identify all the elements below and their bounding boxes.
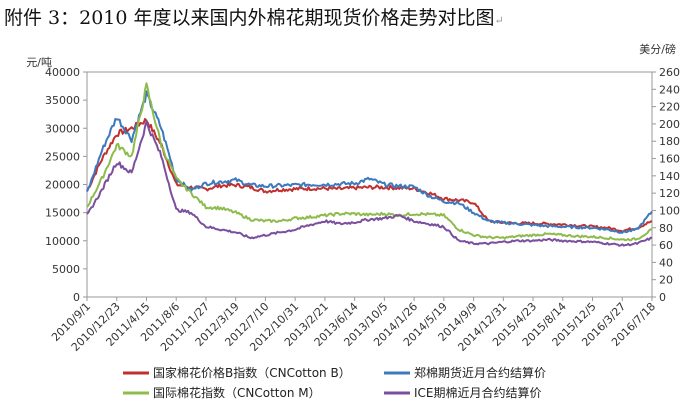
y2-axis-unit: 美分/磅 xyxy=(639,42,676,56)
legend-label-4: ICE期棉近月合约结算价 xyxy=(414,385,542,400)
legend-label-1: 国家棉花价格B指数（CNCotton B） xyxy=(153,365,351,380)
y2-tick-label: 220 xyxy=(659,101,680,114)
y2-axis: 0 20 40 60 80 100 120 140 160 180 200 220 240 260 xyxy=(652,66,680,304)
y-tick-label: 15000 xyxy=(45,207,80,220)
y2-tick-label: 20 xyxy=(659,274,673,287)
plot-area xyxy=(86,71,653,298)
series-line-3 xyxy=(86,82,653,242)
series-line-4 xyxy=(86,120,653,247)
y2-tick-label: 100 xyxy=(659,204,680,217)
legend-label-2: 郑棉期货近月合约结算价 xyxy=(414,365,546,380)
y-tick-label: 5000 xyxy=(52,263,80,276)
y2-tick-label: 260 xyxy=(659,66,680,79)
y2-tick-label: 40 xyxy=(659,256,673,269)
series-line-2 xyxy=(86,90,653,234)
y-tick-label: 20000 xyxy=(45,179,80,192)
y-tick-label: 10000 xyxy=(45,235,80,248)
y2-tick-label: 60 xyxy=(659,239,673,252)
y-axis: 0 5000 10000 15000 20000 25000 30000 35000 40000 xyxy=(45,66,87,304)
y-tick-label: 40000 xyxy=(45,66,80,79)
y2-tick-label: 80 xyxy=(659,222,673,235)
title-text: 附件 3：2010 年度以来国内外棉花期现货价格走势对比图 xyxy=(4,7,495,29)
legend-label-3: 国际棉花指数（CNCotton M） xyxy=(153,385,321,400)
y-axis-unit: 元/吨 xyxy=(26,56,52,69)
page-title: 附件 3：2010 年度以来国内外棉花期现货价格走势对比图↵ xyxy=(4,3,504,30)
y2-tick-label: 0 xyxy=(659,291,666,304)
y2-tick-label: 160 xyxy=(659,153,680,166)
y-tick-label: 0 xyxy=(73,291,80,304)
y2-tick-label: 240 xyxy=(659,83,680,96)
y2-tick-label: 180 xyxy=(659,135,680,148)
y2-tick-label: 120 xyxy=(659,187,680,200)
y-tick-label: 30000 xyxy=(45,122,80,135)
y-tick-label: 35000 xyxy=(45,94,80,107)
x-axis: 2010/9/12010/12/232011/4/152011/8/62011/… xyxy=(49,297,658,354)
y2-tick-label: 200 xyxy=(659,118,680,131)
y2-tick-label: 140 xyxy=(659,170,680,183)
y-tick-label: 25000 xyxy=(45,150,80,163)
title-return-mark: ↵ xyxy=(494,14,504,27)
legend: 国家棉花价格B指数（CNCotton B） 郑棉期货近月合约结算价国际棉花指数（C… xyxy=(123,365,546,400)
series-group xyxy=(86,82,653,247)
